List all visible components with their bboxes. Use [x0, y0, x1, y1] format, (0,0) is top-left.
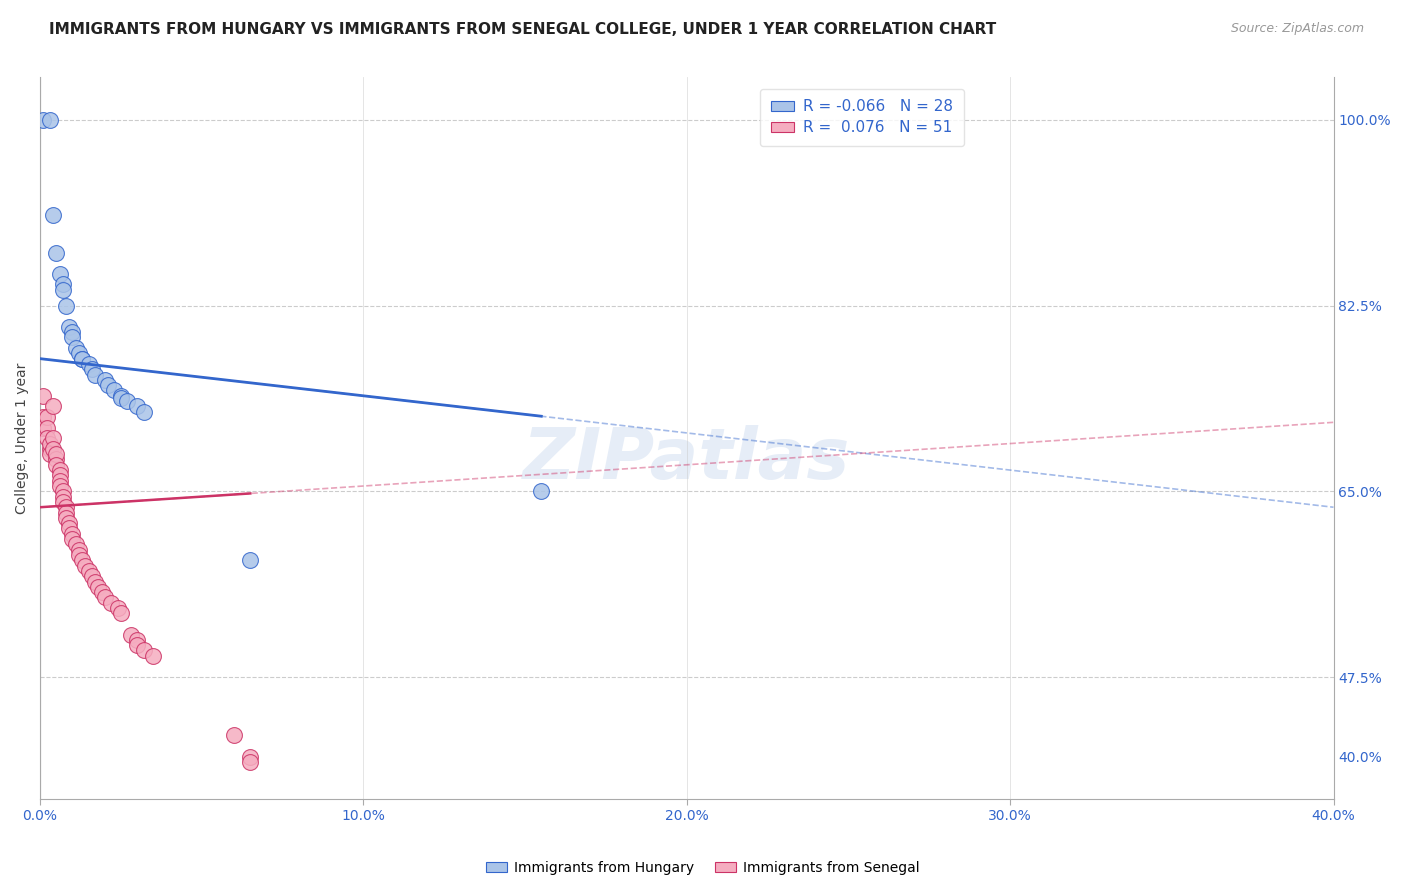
- Y-axis label: College, Under 1 year: College, Under 1 year: [15, 362, 30, 514]
- Point: [80, 362, 103, 376]
- Point: [62, 325, 84, 339]
- Point: [45, 447, 67, 461]
- Point: [42, 208, 65, 222]
- Point: [42, 442, 65, 456]
- Point: [48, 267, 70, 281]
- Point: [52, 283, 75, 297]
- Point: [55, 500, 77, 515]
- Point: [45, 245, 67, 260]
- Point: [38, 436, 60, 450]
- Point: [97, 378, 120, 392]
- Point: [42, 400, 65, 414]
- Point: [77, 564, 100, 578]
- Point: [84, 574, 107, 589]
- Text: Source: ZipAtlas.com: Source: ZipAtlas.com: [1230, 22, 1364, 36]
- Point: [35, 410, 58, 425]
- Point: [127, 632, 149, 647]
- Point: [127, 400, 149, 414]
- Point: [110, 391, 132, 405]
- Point: [55, 506, 77, 520]
- Point: [132, 643, 155, 657]
- Point: [32, 112, 55, 127]
- Point: [62, 532, 84, 546]
- Point: [52, 484, 75, 499]
- Point: [32, 389, 55, 403]
- Point: [67, 346, 90, 360]
- Point: [80, 569, 103, 583]
- Point: [32, 410, 55, 425]
- Point: [142, 648, 165, 663]
- Point: [132, 405, 155, 419]
- Point: [38, 112, 60, 127]
- Point: [38, 442, 60, 456]
- Point: [48, 468, 70, 483]
- Point: [67, 542, 90, 557]
- Point: [42, 431, 65, 445]
- Legend: Immigrants from Hungary, Immigrants from Senegal: Immigrants from Hungary, Immigrants from…: [481, 855, 925, 880]
- Point: [62, 330, 84, 344]
- Point: [84, 368, 107, 382]
- Point: [55, 511, 77, 525]
- Point: [52, 490, 75, 504]
- Point: [117, 394, 139, 409]
- Point: [75, 558, 97, 573]
- Point: [110, 607, 132, 621]
- Point: [65, 341, 87, 355]
- Point: [48, 474, 70, 488]
- Point: [55, 299, 77, 313]
- Point: [87, 580, 110, 594]
- Point: [45, 458, 67, 472]
- Point: [52, 495, 75, 509]
- Point: [239, 749, 262, 764]
- Point: [94, 591, 117, 605]
- Point: [70, 351, 93, 366]
- Point: [67, 548, 90, 562]
- Point: [77, 357, 100, 371]
- Point: [58, 516, 80, 530]
- Point: [239, 755, 262, 769]
- Point: [70, 553, 93, 567]
- Point: [58, 521, 80, 535]
- Point: [100, 596, 122, 610]
- Point: [62, 526, 84, 541]
- Point: [38, 447, 60, 461]
- Point: [120, 627, 142, 641]
- Point: [110, 389, 132, 403]
- Point: [35, 420, 58, 434]
- Point: [35, 431, 58, 445]
- Point: [70, 351, 93, 366]
- Point: [224, 728, 246, 742]
- Point: [94, 373, 117, 387]
- Point: [65, 537, 87, 551]
- Point: [58, 319, 80, 334]
- Text: IMMIGRANTS FROM HUNGARY VS IMMIGRANTS FROM SENEGAL COLLEGE, UNDER 1 YEAR CORRELA: IMMIGRANTS FROM HUNGARY VS IMMIGRANTS FR…: [49, 22, 997, 37]
- Point: [32, 420, 55, 434]
- Text: ZIPatlas: ZIPatlas: [523, 425, 851, 494]
- Point: [127, 638, 149, 652]
- Point: [90, 585, 112, 599]
- Point: [530, 484, 553, 499]
- Point: [45, 452, 67, 467]
- Point: [48, 463, 70, 477]
- Point: [48, 479, 70, 493]
- Legend: R = -0.066   N = 28, R =  0.076   N = 51: R = -0.066 N = 28, R = 0.076 N = 51: [761, 88, 963, 146]
- Point: [239, 553, 262, 567]
- Point: [107, 601, 129, 615]
- Point: [103, 384, 125, 398]
- Point: [52, 277, 75, 292]
